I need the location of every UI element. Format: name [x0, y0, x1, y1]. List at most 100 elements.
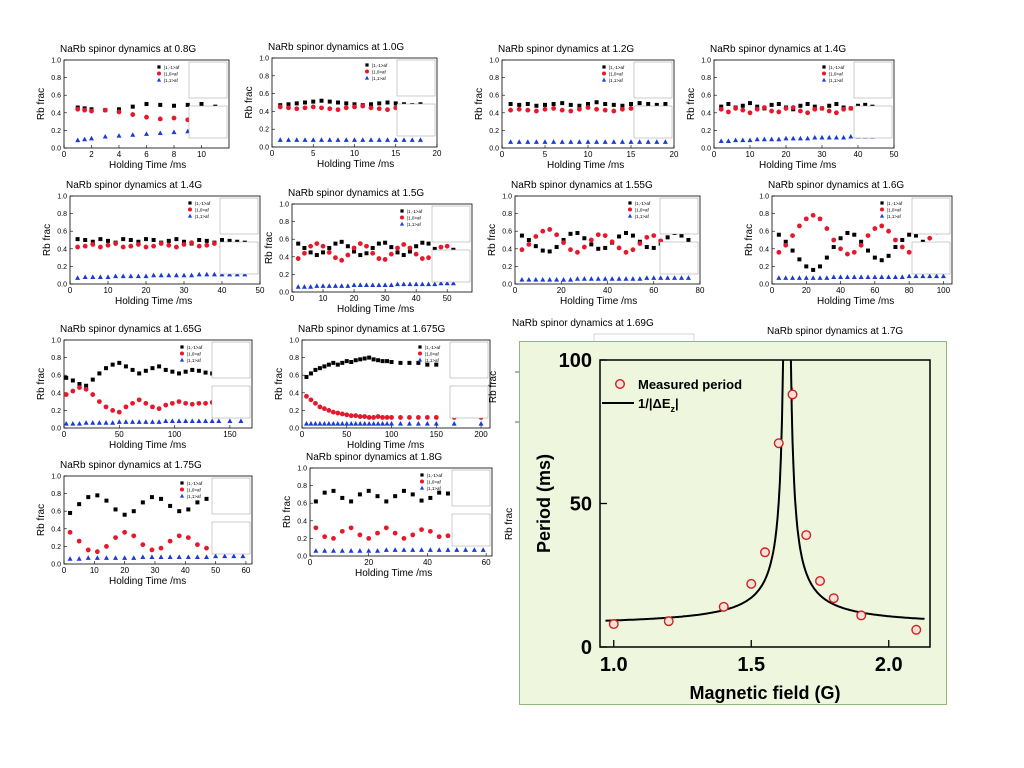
- y-tick-label: 0.0: [51, 562, 61, 569]
- point-zero: [559, 107, 565, 113]
- x-tick-label: 10: [104, 286, 113, 295]
- point-minus1: [637, 101, 642, 106]
- point-minus1: [560, 101, 565, 106]
- point-minus1: [755, 104, 760, 109]
- point-zero: [410, 532, 416, 538]
- point-minus1: [611, 102, 616, 107]
- point-minus1: [321, 250, 326, 255]
- y-tick-label: 1.0: [51, 338, 61, 345]
- legend-entry: |1,-1>af: [425, 345, 441, 350]
- point-minus1: [393, 494, 398, 499]
- y-axis-label: Rb frac: [686, 88, 697, 120]
- point-minus1: [407, 249, 412, 254]
- point-zero: [357, 532, 363, 538]
- x-tick-label: 2: [89, 150, 94, 159]
- plot-frame: [301, 339, 491, 429]
- fit-param-box: [396, 59, 436, 97]
- point-plus1: [395, 281, 401, 287]
- point-plus1: [213, 553, 219, 559]
- point-minus1: [811, 267, 816, 272]
- point-minus1: [805, 102, 810, 106]
- point-plus1: [445, 547, 451, 552]
- point-plus1: [163, 418, 169, 423]
- point-minus1: [286, 102, 291, 107]
- chart-title: NaRb spinor dynamics at 1.65G: [60, 324, 202, 335]
- point-plus1: [824, 275, 830, 280]
- point-minus1: [395, 250, 400, 255]
- point-plus1: [82, 136, 88, 142]
- point-minus1: [349, 360, 354, 364]
- point-minus1: [776, 102, 781, 106]
- x-tick-label: 100: [168, 430, 182, 439]
- point-zero: [585, 105, 591, 110]
- series-2: [508, 139, 668, 144]
- point-zero: [156, 406, 162, 412]
- point-zero: [85, 547, 91, 553]
- legend-entry: |1,1>af: [829, 78, 844, 83]
- point-plus1: [623, 276, 629, 281]
- point-plus1: [438, 280, 444, 286]
- x-tick-label: 50: [256, 286, 265, 295]
- point-plus1: [176, 554, 182, 559]
- y-tick-label: 0.8: [297, 483, 307, 490]
- point-zero: [277, 104, 283, 110]
- measured-period-point: [718, 601, 729, 612]
- x-tick-label: 100: [937, 286, 951, 295]
- point-minus1: [644, 245, 649, 250]
- point-plus1: [143, 419, 149, 424]
- point-plus1: [116, 419, 122, 424]
- point-zero: [594, 106, 599, 112]
- point-zero: [628, 207, 632, 212]
- point-zero: [94, 549, 100, 555]
- point-minus1: [547, 249, 552, 254]
- point-zero: [319, 105, 324, 111]
- point-minus1: [384, 499, 389, 504]
- point-plus1: [628, 139, 634, 144]
- point-minus1: [322, 364, 327, 369]
- chart-title: NaRb spinor dynamics at 1.675G: [298, 324, 446, 335]
- point-zero: [343, 105, 349, 111]
- point-plus1: [371, 421, 377, 426]
- point-zero: [812, 106, 818, 112]
- point-zero: [166, 242, 172, 248]
- point-zero: [83, 386, 89, 392]
- point-zero: [331, 536, 336, 541]
- point-minus1: [308, 371, 313, 376]
- point-plus1: [419, 547, 425, 552]
- point-minus1: [383, 240, 388, 245]
- point-zero: [865, 233, 871, 238]
- point-plus1: [415, 421, 421, 426]
- point-plus1: [103, 555, 109, 560]
- x-tick-label: 60: [482, 558, 491, 567]
- point-zero: [330, 409, 336, 415]
- point-zero: [140, 542, 146, 548]
- point-zero: [122, 529, 128, 535]
- series-2: [303, 421, 484, 426]
- point-plus1: [451, 421, 457, 426]
- point-zero: [630, 247, 636, 253]
- point-zero: [313, 400, 318, 406]
- point-plus1: [879, 213, 885, 218]
- x-axis-label: Holding Time /ms: [560, 296, 637, 307]
- point-zero: [588, 237, 594, 243]
- point-plus1: [90, 420, 96, 425]
- point-zero: [102, 107, 108, 113]
- point-minus1: [151, 238, 156, 242]
- point-minus1: [183, 369, 188, 374]
- x-tick-label: 40: [423, 558, 432, 567]
- point-zero: [798, 108, 803, 114]
- x-tick-label: 30: [180, 286, 189, 295]
- point-minus1: [582, 236, 587, 241]
- legend-entry: |1,1>af: [609, 78, 624, 83]
- point-plus1: [326, 283, 332, 288]
- underlay-ylabel-2: Rb frac: [504, 508, 515, 540]
- legend-entry: |1,0>af: [187, 488, 202, 493]
- point-zero: [834, 110, 839, 116]
- legend-entry: |1,1>af: [887, 214, 902, 219]
- point-minus1: [344, 101, 349, 106]
- point-minus1: [568, 231, 573, 236]
- point-minus1: [628, 201, 632, 205]
- x-tick-label: 0: [500, 150, 505, 159]
- point-plus1: [144, 131, 149, 136]
- point-zero: [726, 109, 731, 115]
